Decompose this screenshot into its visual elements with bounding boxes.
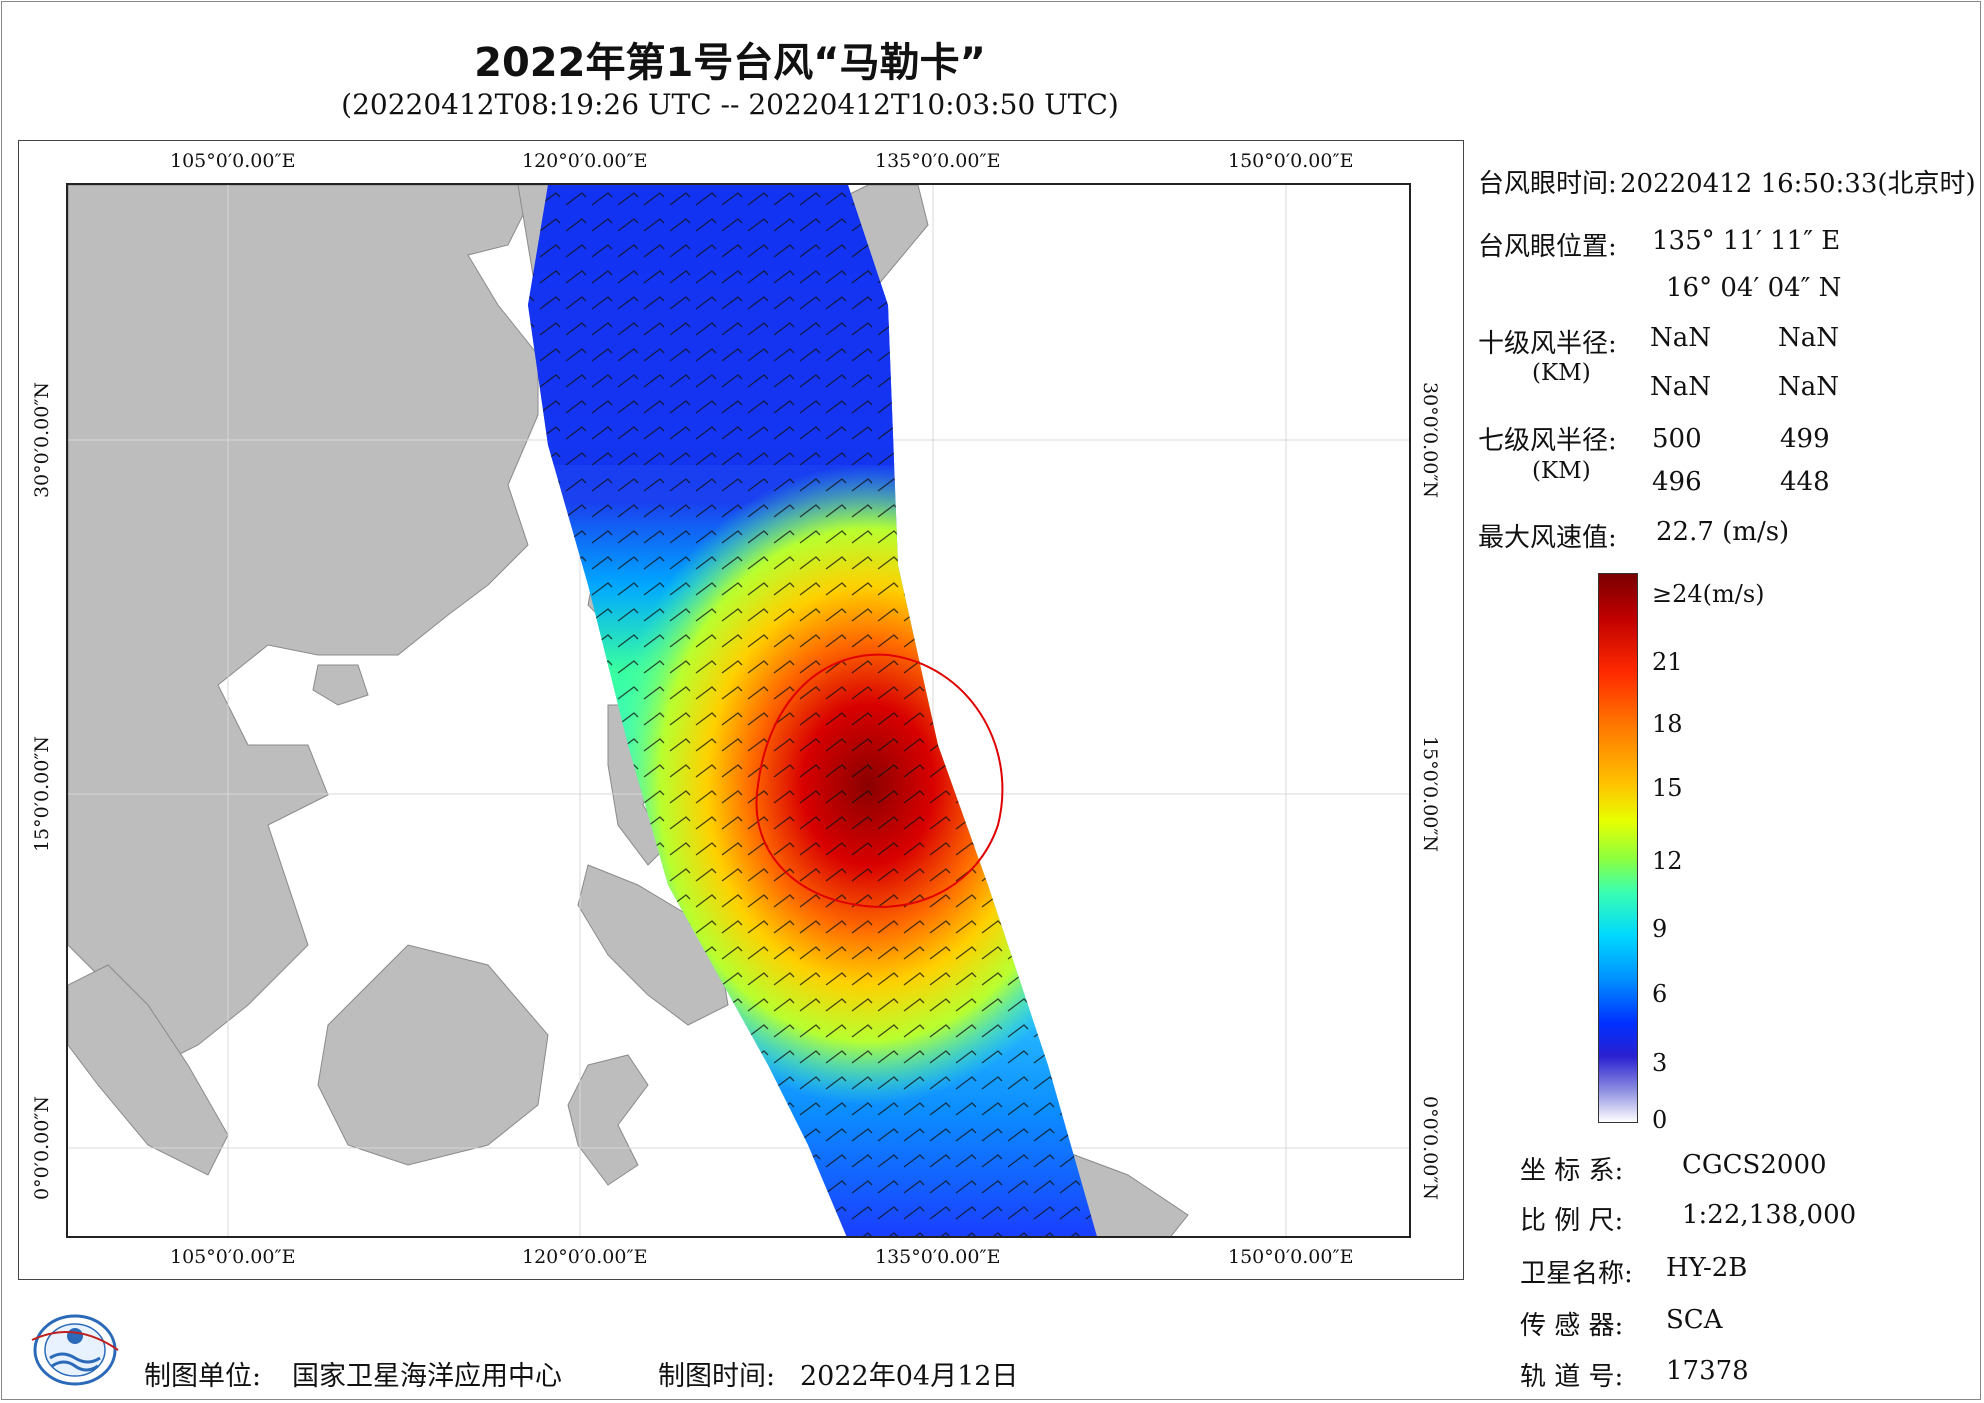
colorbar-label-18: 18 — [1652, 710, 1683, 738]
sensor-label: 传 感 器: — [1520, 1311, 1624, 1341]
colorbar-label-21: 21 — [1652, 648, 1683, 676]
bottom-lon-120: 120°0′0.00″E — [522, 1246, 648, 1268]
r7-label: 七级风半径: — [1478, 426, 1617, 456]
typhoon-wind-map — [66, 183, 1411, 1238]
eye-time-value: 20220412 16:50:33(北京时) — [1620, 169, 1976, 199]
map-panel-border — [18, 140, 1464, 1280]
satellite-value: HY-2B — [1666, 1253, 1748, 1283]
right-lat-15: 15°0′0.00″N — [1419, 735, 1442, 853]
colorbar-label-0: 0 — [1652, 1106, 1668, 1134]
r7-se: 499 — [1780, 424, 1830, 454]
map-date-value: 2022年04月12日 — [800, 1361, 1019, 1392]
eye-time-label: 台风眼时间: — [1478, 169, 1617, 199]
colorbar-label-12: 12 — [1652, 847, 1683, 875]
colorbar-label-6: 6 — [1652, 980, 1668, 1008]
right-lat-0: 0°0′0.00″N — [1419, 1095, 1442, 1201]
crs-label: 坐 标 系: — [1520, 1156, 1624, 1186]
bottom-lon-105: 105°0′0.00″E — [170, 1246, 296, 1268]
r10-label: 十级风半径: — [1478, 329, 1617, 359]
nsoas-logo — [31, 1314, 119, 1386]
left-lat-0: 0°0′0.00″N — [31, 1095, 54, 1201]
map-canvas — [68, 185, 1409, 1236]
satellite-label: 卫星名称: — [1520, 1259, 1633, 1289]
top-lon-135: 135°0′0.00″E — [875, 150, 1001, 172]
eye-pos-label: 台风眼位置: — [1478, 232, 1617, 262]
bottom-lon-135: 135°0′0.00″E — [875, 1246, 1001, 1268]
max-wind-value: 22.7 (m/s) — [1656, 517, 1790, 547]
r10-se: NaN — [1778, 323, 1840, 353]
wind-speed-colorbar — [1598, 573, 1638, 1123]
r10-nw: NaN — [1778, 372, 1840, 402]
map-subtitle: (20220412T08:19:26 UTC -- 20220412T10:03… — [341, 88, 1119, 121]
orbit-label: 轨 道 号: — [1520, 1362, 1624, 1392]
scale-value: 1:22,138,000 — [1682, 1200, 1857, 1230]
r10-ne: NaN — [1650, 323, 1712, 353]
colorbar-label-3: 3 — [1652, 1049, 1668, 1077]
right-lat-30: 30°0′0.00″N — [1419, 381, 1442, 499]
map-org-value: 国家卫星海洋应用中心 — [292, 1361, 562, 1392]
colorbar-label-15: 15 — [1652, 774, 1683, 802]
eye-lat: 16° 04′ 04″ N — [1666, 273, 1842, 303]
map-date-label: 制图时间: — [658, 1361, 776, 1392]
r7-radius-circle — [755, 653, 1004, 908]
left-lat-30: 30°0′0.00″N — [31, 381, 54, 499]
colorbar-label-24: ≥24(m/s) — [1652, 580, 1765, 608]
map-title: 2022年第1号台风“马勒卡” — [474, 40, 986, 86]
eye-lon: 135° 11′ 11″ E — [1652, 226, 1841, 256]
r10-sw: NaN — [1650, 372, 1712, 402]
max-wind-label: 最大风速值: — [1478, 523, 1617, 553]
sensor-value: SCA — [1666, 1305, 1723, 1335]
top-lon-105: 105°0′0.00″E — [170, 150, 296, 172]
left-lat-15: 15°0′0.00″N — [31, 735, 54, 853]
scale-label: 比 例 尺: — [1520, 1206, 1624, 1236]
bottom-lon-150: 150°0′0.00″E — [1228, 1246, 1354, 1268]
colorbar-label-9: 9 — [1652, 915, 1668, 943]
r7-ne: 500 — [1652, 424, 1702, 454]
top-lon-120: 120°0′0.00″E — [522, 150, 648, 172]
crs-value: CGCS2000 — [1682, 1150, 1827, 1180]
map-org-label: 制图单位: — [144, 1361, 262, 1392]
r7-sw: 496 — [1652, 467, 1702, 497]
r7-nw: 448 — [1780, 467, 1830, 497]
top-lon-150: 150°0′0.00″E — [1228, 150, 1354, 172]
r10-unit: (KM) — [1532, 360, 1591, 386]
r7-unit: (KM) — [1532, 458, 1591, 484]
orbit-value: 17378 — [1666, 1356, 1749, 1386]
